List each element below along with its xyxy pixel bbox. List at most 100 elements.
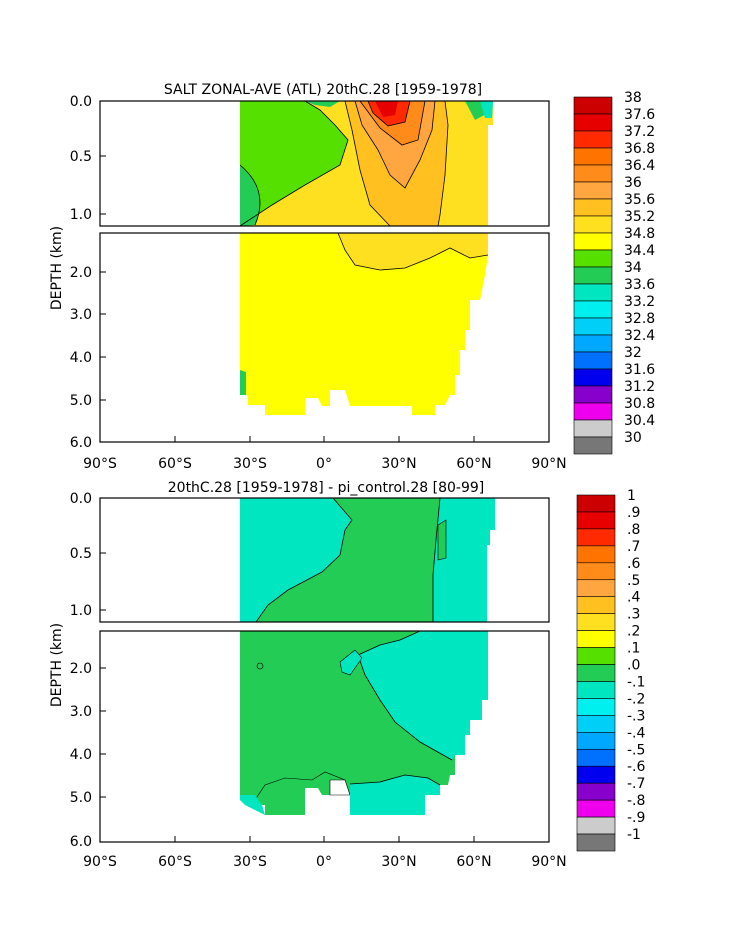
colorbar-label: -.6 [627,759,646,775]
y-tick-label: 4.0 [70,747,92,763]
colorbar-label: 35.2 [624,209,655,225]
colorbar-label: 30.8 [624,396,655,412]
y-tick-label: 3.0 [70,307,92,323]
colorbar-swatch [576,596,616,614]
y-tick-label: 6.0 [70,435,92,451]
y-tick-label: 0.5 [70,546,92,562]
colorbar-label: .9 [627,505,640,521]
colorbar-label: 32 [624,345,642,361]
colorbar-label: 30 [624,430,642,446]
colorbar-swatch [576,732,616,750]
colorbar-label: .8 [627,522,640,538]
colorbar-label: 30.4 [624,413,655,429]
colorbar-swatch [576,630,616,648]
y-axis-label: DEPTH (km) [49,226,65,310]
colorbar-label: 32.4 [624,328,655,344]
colorbar-swatch [573,164,613,183]
colorbar-swatch [576,816,616,835]
colorbar-swatch [573,351,613,370]
y-tick-label: 5.0 [70,393,92,409]
chart-title: 20thC.28 [1959-1978] - pi_control.28 [80… [168,480,484,496]
colorbar-swatch [576,528,616,547]
y-tick-label: 4.0 [70,350,92,366]
colorbar-label: -.9 [627,810,645,826]
colorbar-label: .6 [627,556,640,572]
colorbar: 1.9.8.7.6.5.4.3.2.1.0-.1-.2-.3-.4-.5-.6-… [576,488,646,852]
x-tick-label: 90°N [531,854,566,870]
colorbar-swatch [576,613,616,631]
colorbar-label: -.5 [627,742,645,758]
colorbar-swatch [576,799,616,818]
colorbar-label: 33.2 [624,294,655,310]
colorbar-swatch [573,198,613,217]
y-tick-label: 0.5 [70,149,92,165]
colorbar-label: .2 [627,624,640,640]
colorbar-swatch [573,113,613,132]
y-tick-label: 5.0 [70,790,92,806]
colorbar-swatch [573,147,613,166]
colorbar-label: 37.2 [624,124,655,140]
x-tick-label: 90°N [531,456,566,470]
upper-plot-frame [99,100,550,227]
chart-title: SALT ZONAL-AVE (ATL) 20thC.28 [1959-1978… [164,82,482,98]
colorbar-swatch [573,266,613,285]
y-tick-label: 3.0 [70,704,92,720]
colorbar-swatch [576,562,616,581]
colorbar-swatch [576,545,616,564]
colorbar-label: 32.8 [624,311,655,327]
colorbar-label: -.1 [627,674,645,690]
colorbar-label: -.4 [627,725,646,741]
colorbar-label: 35.6 [624,192,655,208]
colorbar-swatch [576,715,616,733]
colorbar-label: 33.6 [624,277,655,293]
difference-chart: 20thC.28 [1959-1978] - pi_control.28 [80… [49,480,646,870]
y-axis: 0.0 0.5 1.0 2.0 3.0 4.0 5.0 6.0 DEPTH (k… [49,491,106,850]
colorbar-swatch [573,232,613,251]
colorbar-swatch [573,300,613,319]
colorbar-label: .5 [627,573,640,589]
colorbar-swatch [576,664,616,682]
colorbar-label: 38 [624,90,642,106]
x-tick-label: 30°S [233,456,267,470]
colorbar-label: 1 [627,488,636,504]
y-tick-label: 1.0 [70,207,92,223]
x-axis: 90°S 60°S 30°S 0° 30°N 60°N 90°N [83,836,567,870]
colorbar-label: 31.2 [624,379,655,395]
upper-depth-field [240,497,495,623]
difference-panel: 20thC.28 [1959-1978] - pi_control.28 [80… [0,400,733,870]
colorbar-label: 37.6 [624,107,655,123]
colorbar-label: .0 [627,658,640,674]
x-tick-label: 90°S [83,854,117,870]
x-tick-label: 60°N [456,456,491,470]
colorbar-swatch [576,765,616,784]
colorbar-swatch [573,317,613,336]
x-tick-label: 90°S [83,456,117,470]
colorbar-swatch [573,96,613,115]
upper-depth-field [239,100,493,227]
colorbar-label: .7 [627,539,640,555]
colorbar-label: 36 [624,175,642,191]
colorbar-label: 34.8 [624,226,655,242]
colorbar-swatch [576,748,616,767]
x-tick-label: 30°S [233,854,267,870]
colorbar-label: 31.6 [624,362,655,378]
colorbar-swatch [573,130,613,149]
x-tick-label: 30°N [381,456,416,470]
x-tick-label: 30°N [381,854,416,870]
colorbar-label: -.8 [627,793,645,809]
lower-depth-field [240,630,488,815]
salinity-chart: SALT ZONAL-AVE (ATL) 20thC.28 [1959-1978… [49,82,655,472]
x-tick-label: 60°N [456,854,491,870]
colorbar-swatch [576,833,616,852]
colorbar-label: -.7 [627,776,645,792]
colorbar-swatch [576,647,616,665]
upper-plot-frame [99,497,550,623]
y-axis-label: DEPTH (km) [49,623,65,707]
colorbar-label: 34 [624,260,642,276]
y-tick-label: 2.0 [70,661,92,677]
colorbar-swatch [573,215,613,234]
colorbar-label: 34.4 [624,243,655,259]
lower-depth-field [240,232,489,415]
colorbar-swatch [573,368,613,387]
colorbar-swatch [573,283,613,302]
